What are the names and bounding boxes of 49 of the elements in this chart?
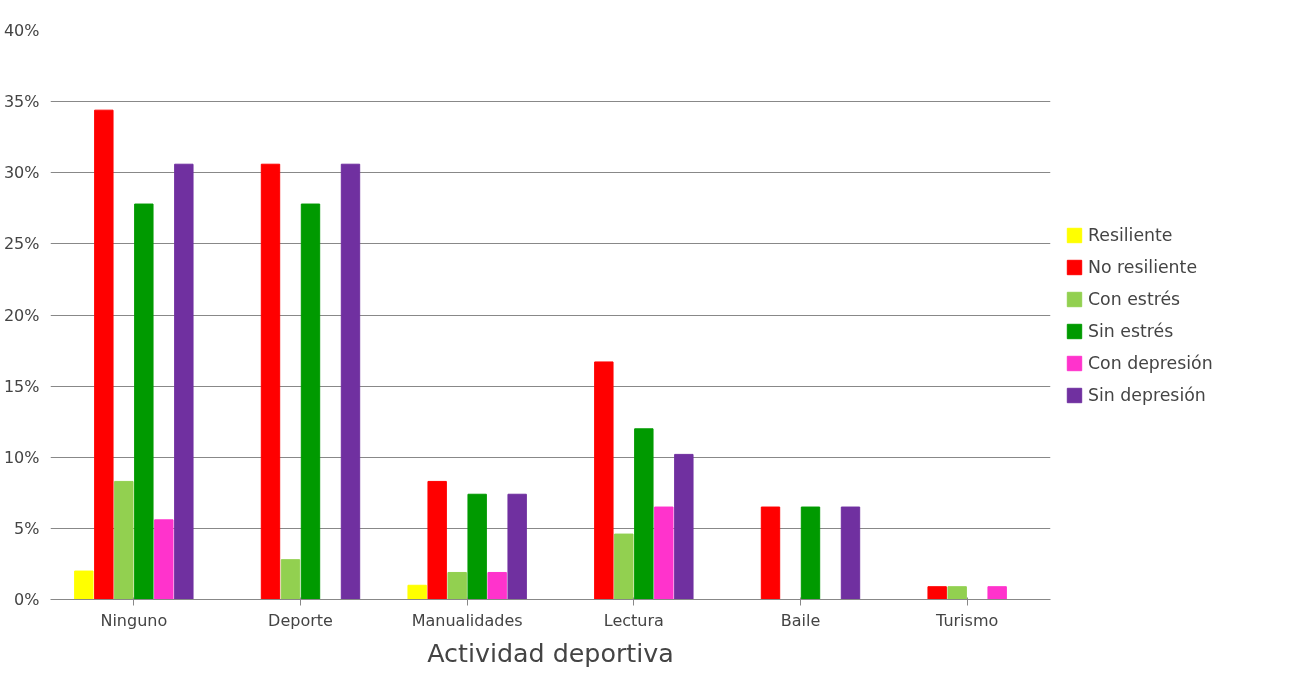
bar — [947, 586, 967, 600]
bar — [487, 571, 507, 600]
bar — [927, 586, 947, 600]
bar — [674, 453, 694, 600]
legend-label: Sin estrés — [1088, 320, 1174, 341]
bar — [260, 163, 281, 600]
x-axis-title: Actividad deportiva — [427, 637, 674, 668]
legend-label: Sin depresión — [1088, 384, 1206, 405]
x-tick-label: Lectura — [603, 610, 664, 630]
x-tick-label: Baile — [780, 610, 821, 630]
bar — [94, 109, 114, 600]
bar — [134, 203, 154, 600]
y-tick-label: 15% — [3, 376, 40, 396]
y-tick-label: 40% — [3, 21, 40, 40]
bar — [340, 163, 361, 600]
y-tick-label: 5% — [14, 518, 40, 538]
bar — [427, 480, 447, 600]
bar — [594, 361, 614, 600]
y-tick-label: 35% — [3, 92, 40, 112]
x-tick-label: Ninguno — [100, 610, 168, 630]
bar — [154, 519, 174, 600]
y-tick-label: 30% — [3, 163, 40, 183]
bar — [300, 203, 321, 600]
x-tick-label: Manualidades — [411, 610, 523, 630]
bar — [634, 428, 654, 600]
bar — [407, 584, 427, 600]
bar — [840, 506, 861, 600]
legend-label: No resiliente — [1088, 256, 1198, 277]
bar — [760, 506, 781, 600]
bar — [447, 571, 467, 600]
x-tick-label: Turismo — [935, 610, 999, 630]
bar — [74, 570, 94, 600]
y-tick-label: 10% — [3, 447, 40, 467]
bar — [174, 163, 194, 600]
y-tick-label: 0% — [14, 590, 40, 609]
bar — [280, 559, 301, 600]
bar — [987, 586, 1007, 600]
y-tick-label: 25% — [3, 234, 40, 254]
bar — [614, 533, 634, 600]
bar — [114, 480, 134, 600]
bar — [654, 506, 674, 600]
legend-label: Con estrés — [1088, 288, 1181, 309]
bar — [507, 493, 527, 600]
x-tick-label: Deporte — [268, 610, 333, 630]
legend-label: Con depresión — [1088, 352, 1213, 373]
y-tick-label: 20% — [3, 305, 40, 325]
bar — [800, 506, 821, 600]
bar — [467, 493, 487, 600]
legend-label: Resiliente — [1088, 224, 1173, 245]
